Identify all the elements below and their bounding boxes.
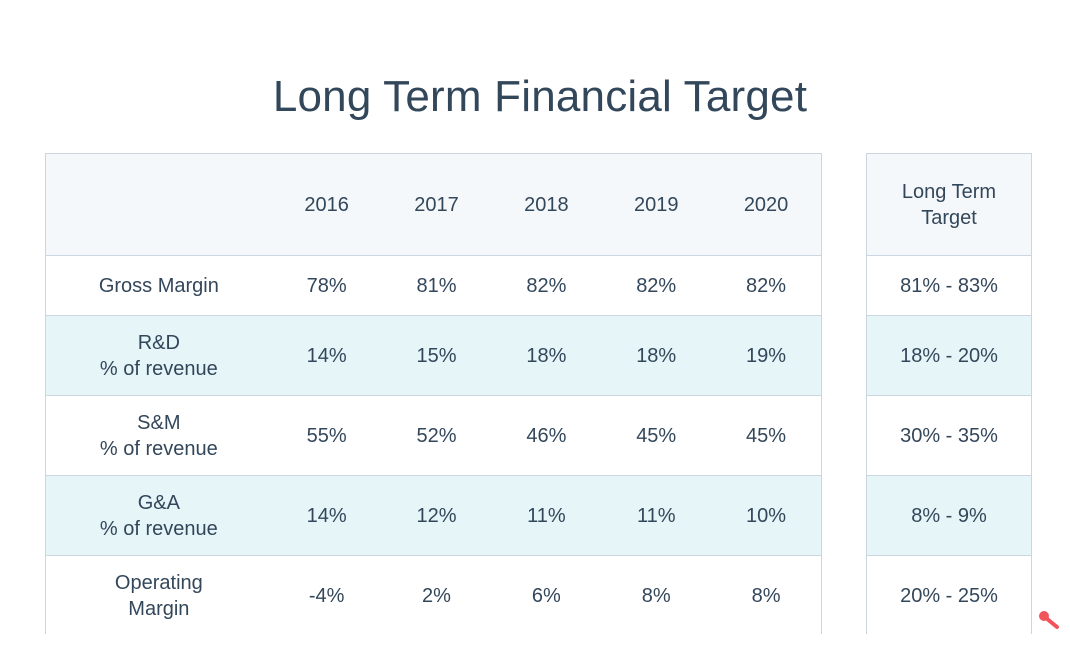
page-title: Long Term Financial Target [272, 72, 808, 121]
table-cell: 6% [531, 585, 561, 607]
row-label: S&M % of revenue [46, 410, 272, 462]
table-cell: 10% [746, 504, 787, 527]
table-row: R&D % of revenue 14% 15% 18% 18% 19% [46, 316, 821, 396]
table-row: Operating Margin -4% 2% 6% 8% 8% [46, 556, 821, 636]
row-label: G&A % of revenue [46, 490, 272, 542]
row-label-line: Gross Margin [98, 274, 219, 297]
target-cell: 30% - 35% [900, 424, 998, 447]
column-header: 2020 [743, 193, 789, 216]
target-cell: 20% - 25% [900, 585, 998, 607]
table-cell: 11% [636, 504, 676, 527]
row-label: Operating Margin [46, 570, 272, 622]
table-cell: 82% [526, 274, 567, 297]
target-header-line: Target [921, 206, 977, 229]
table-cell: 14% [306, 344, 347, 367]
table-cell: 11% [527, 504, 566, 527]
table-cell: 15% [416, 344, 457, 367]
target-row: 8% - 9% [867, 476, 1031, 556]
row-label-line: Operating [114, 572, 203, 594]
column-header: 2016 [304, 193, 349, 216]
target-header-line: Long Term [901, 180, 997, 203]
table-cell: 14% [306, 504, 347, 527]
column-header: 2018 [524, 193, 569, 216]
table-cell: 45% [636, 424, 677, 447]
sprocket-pin-icon [1039, 611, 1059, 629]
table-cell: 52% [416, 424, 457, 447]
target-header-row: Long Term Target [867, 154, 1031, 256]
table-cell: 55% [306, 424, 347, 447]
table-cell: 45% [746, 424, 787, 447]
row-label-subline: Margin [128, 598, 190, 620]
target-cell: 8% - 9% [911, 504, 987, 527]
table-cell: -4% [308, 585, 345, 607]
row-label: R&D % of revenue [46, 330, 272, 382]
row-label-subline: % of revenue [99, 437, 218, 460]
table-cell: 8% [641, 585, 671, 607]
table-row: S&M % of revenue 55% 52% 46% 45% 45% [46, 396, 821, 476]
table-header-row: 2016 2017 2018 2019 2020 [46, 154, 821, 256]
column-header: 2017 [414, 193, 459, 216]
target-row: 20% - 25% [867, 556, 1031, 636]
target-row: 81% - 83% [867, 256, 1031, 316]
column-header: 2019 [633, 193, 679, 216]
target-row: 18% - 20% [867, 316, 1031, 396]
row-label-line: G&A [137, 491, 180, 514]
row-label-line: R&D [137, 331, 180, 354]
table-row: G&A % of revenue 14% 12% 11% 11% 10% [46, 476, 821, 556]
row-label: Gross Margin [46, 273, 272, 299]
table-cell: 82% [636, 274, 677, 297]
table-cell: 18% [526, 344, 567, 367]
table-cell: 19% [746, 344, 787, 367]
long-term-target-table: Long Term Target 81% - 83% 18% - 20% 30%… [866, 153, 1032, 636]
table-cell: 2% [422, 585, 451, 607]
table-cell: 18% [636, 344, 677, 367]
row-label-subline: % of revenue [99, 517, 218, 540]
table-cell: 78% [306, 274, 347, 297]
row-label-line: S&M [137, 411, 181, 434]
target-header: Long Term Target [867, 179, 1031, 231]
row-label-subline: % of revenue [99, 357, 218, 380]
table-cell: 82% [746, 274, 787, 297]
table-cell: 46% [526, 424, 567, 447]
financial-table: 2016 2017 2018 2019 2020 Gross Margin 78… [45, 153, 822, 636]
target-row: 30% - 35% [867, 396, 1031, 476]
table-row: Gross Margin 78% 81% 82% 82% 82% [46, 256, 821, 316]
table-cell: 12% [416, 504, 457, 527]
target-cell: 18% - 20% [900, 344, 998, 367]
table-cell: 81% [416, 274, 457, 297]
target-cell: 81% - 83% [900, 274, 998, 297]
table-cell: 8% [751, 585, 781, 607]
